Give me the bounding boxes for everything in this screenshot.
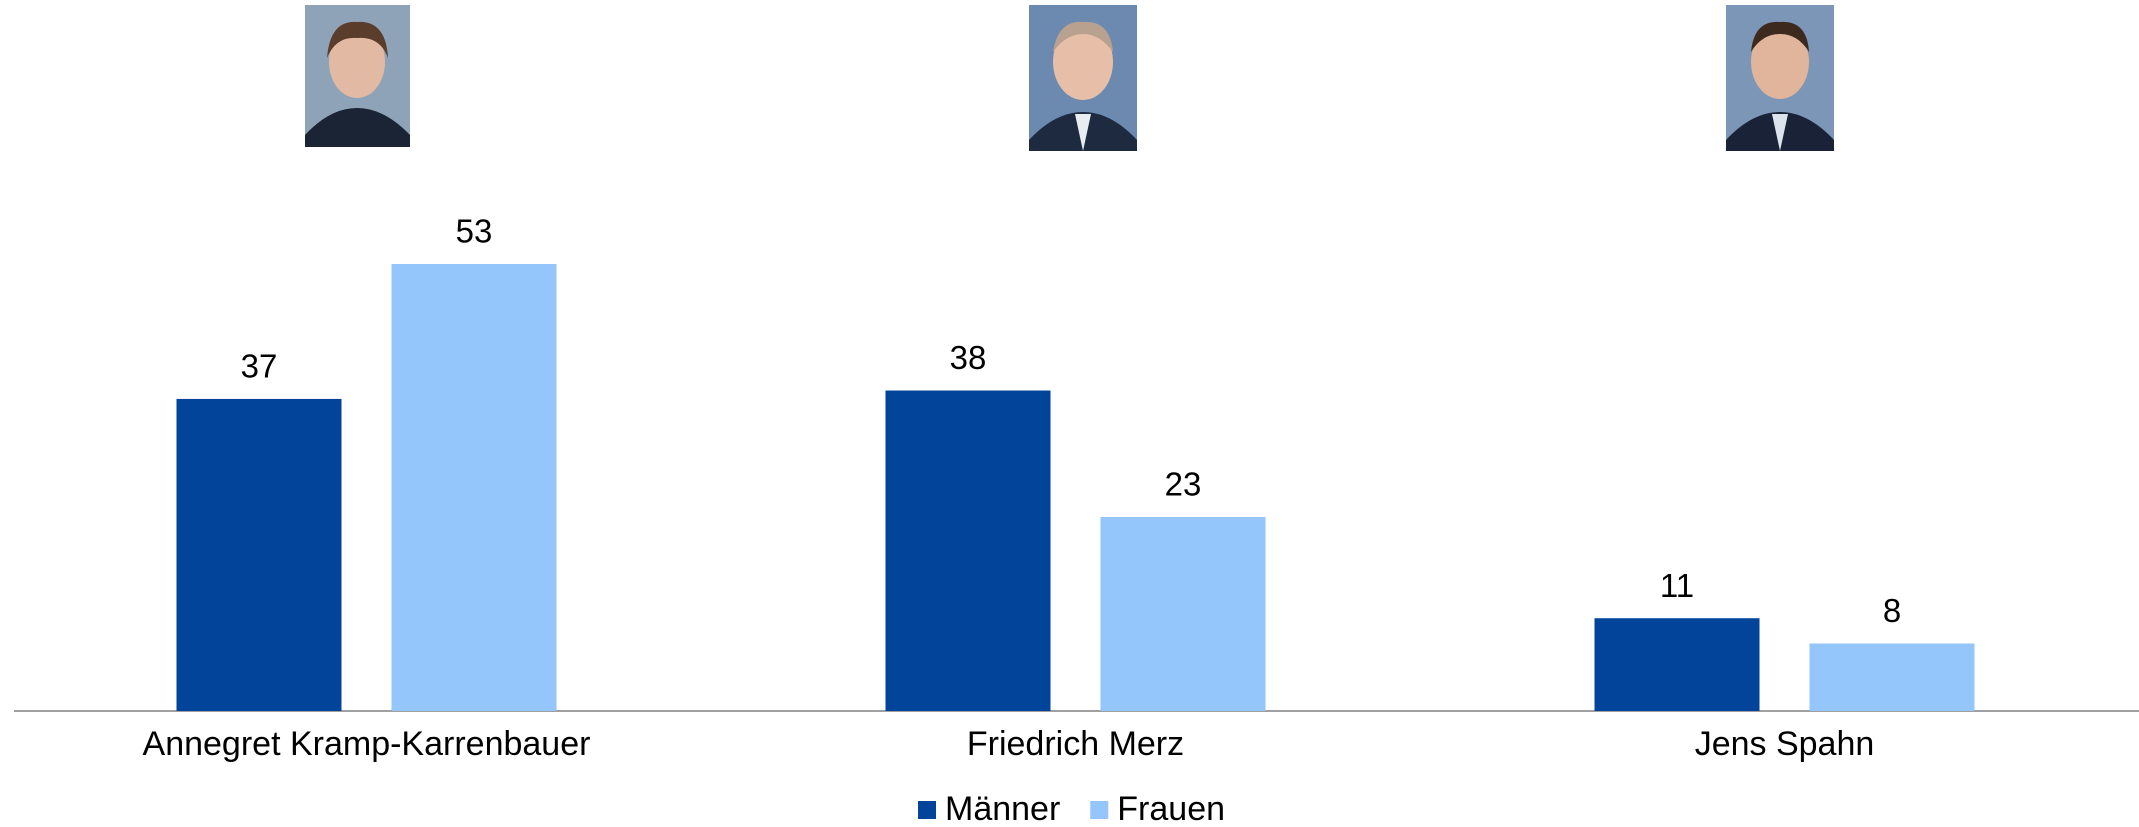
value-label: 8 bbox=[1883, 592, 1901, 629]
value-label: 53 bbox=[456, 213, 493, 250]
legend-label: Frauen bbox=[1117, 790, 1225, 827]
legend-swatch bbox=[1090, 801, 1108, 819]
value-label: 23 bbox=[1165, 466, 1202, 503]
portrait bbox=[1726, 5, 1834, 151]
bar bbox=[886, 391, 1051, 711]
bar bbox=[177, 399, 342, 711]
value-label: 11 bbox=[1660, 567, 1694, 604]
x-tick-label: Friedrich Merz bbox=[967, 725, 1184, 763]
portraits bbox=[305, 5, 1834, 151]
portrait bbox=[305, 5, 410, 147]
portrait bbox=[1029, 5, 1137, 151]
legend-swatch bbox=[918, 801, 936, 819]
bar bbox=[1101, 517, 1266, 711]
bar bbox=[1810, 644, 1975, 711]
x-tick-label: Annegret Kramp-Karrenbauer bbox=[143, 725, 591, 763]
x-tick-label: Jens Spahn bbox=[1695, 725, 1875, 763]
value-label: 38 bbox=[950, 339, 987, 376]
legend-label: Männer bbox=[945, 790, 1060, 827]
bar bbox=[1595, 618, 1760, 711]
bar bbox=[392, 264, 557, 711]
value-label: 37 bbox=[241, 348, 278, 385]
chart: 37 53 Annegret Kramp-Karrenbauer 38 23 Friedr… bbox=[0, 0, 2139, 827]
